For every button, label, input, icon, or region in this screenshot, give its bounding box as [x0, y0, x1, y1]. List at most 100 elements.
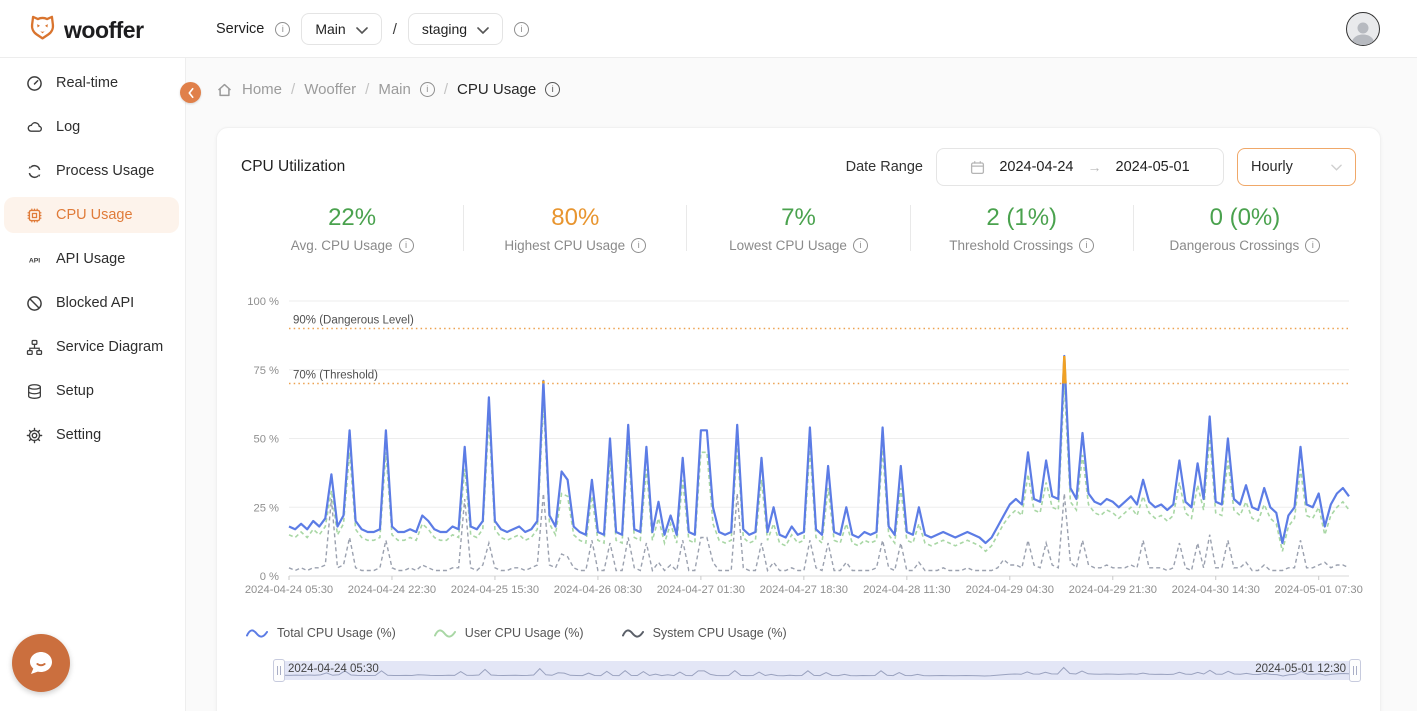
sidebar-collapse-button[interactable]	[180, 82, 201, 103]
chart-range-brush[interactable]: 2024-04-24 05:30 2024-05-01 12:30	[273, 659, 1361, 682]
breadcrumb-cpu-info-icon[interactable]: i	[545, 82, 561, 97]
breadcrumb: Home / Wooffer / Main i / CPU Usage i	[216, 81, 561, 98]
brush-right-handle[interactable]	[1349, 659, 1361, 682]
stat-label: Dangerous Crossings	[1169, 237, 1300, 253]
chart-legend: Total CPU Usage (%) User CPU Usage (%) S…	[246, 626, 787, 640]
chevron-down-icon	[355, 21, 368, 37]
stat-info-icon[interactable]: i	[1305, 237, 1321, 253]
sidebar-item-label: Service Diagram	[56, 339, 164, 355]
svg-text:2024-04-27 01:30: 2024-04-27 01:30	[657, 584, 745, 596]
date-range-label: Date Range	[845, 159, 923, 175]
diagram-icon	[26, 339, 43, 356]
brush-mini-chart	[283, 666, 1351, 677]
svg-text:75 %: 75 %	[254, 365, 280, 377]
environment-select[interactable]: staging	[407, 13, 504, 45]
legend-label: User CPU Usage (%)	[464, 626, 584, 640]
chat-widget-button[interactable]	[12, 634, 70, 692]
breadcrumb-wooffer[interactable]: Wooffer	[304, 81, 357, 98]
chevron-down-icon	[477, 21, 489, 37]
stat-label: Avg. CPU Usage	[290, 237, 393, 253]
stat-info-icon[interactable]: i	[631, 237, 647, 253]
stat-value: 0 (0%)	[1209, 203, 1281, 231]
environment-select-value: staging	[421, 21, 468, 37]
blocked-icon	[26, 295, 43, 312]
stat-value: 22%	[328, 203, 377, 231]
svg-text:70% (Threshold): 70% (Threshold)	[293, 370, 378, 382]
sidebar-item-label: Process Usage	[56, 163, 155, 179]
sidebar-item-service-diagram[interactable]: Service Diagram	[4, 329, 179, 365]
svg-text:API: API	[29, 257, 40, 264]
legend-label: Total CPU Usage (%)	[277, 626, 396, 640]
svg-text:2024-04-30 14:30: 2024-04-30 14:30	[1172, 584, 1260, 596]
service-info-icon[interactable]: i	[275, 21, 291, 37]
svg-text:2024-04-29 21:30: 2024-04-29 21:30	[1069, 584, 1157, 596]
process-refresh-icon	[26, 163, 43, 180]
stats-row: 22% Avg. CPU Usage i 80% Highest CPU Usag…	[241, 192, 1356, 264]
brush-left-handle[interactable]	[273, 659, 285, 682]
environment-info-icon[interactable]: i	[514, 21, 530, 37]
svg-text:25 %: 25 %	[254, 502, 280, 514]
stat-info-icon[interactable]: i	[852, 237, 868, 253]
sidebar-item-label: Real-time	[56, 75, 119, 91]
sidebar-item-process-usage[interactable]: Process Usage	[4, 153, 179, 189]
sidebar-item-blocked-api[interactable]: Blocked API	[4, 285, 179, 321]
home-icon[interactable]	[216, 82, 233, 98]
stat-value: 7%	[781, 203, 816, 231]
breadcrumb-main[interactable]: Main	[378, 81, 411, 98]
svg-text:90% (Dangerous Level): 90% (Dangerous Level)	[293, 315, 414, 327]
sidebar-nav: Real-time Log Process Usage CPU Usage AP…	[0, 58, 186, 711]
breadcrumb-separator: /	[443, 81, 449, 98]
stat-divider	[1132, 205, 1134, 251]
sidebar-item-setting[interactable]: Setting	[4, 417, 179, 453]
stat-info-icon[interactable]: i	[1079, 237, 1095, 253]
legend-item-user-cpu[interactable]: User CPU Usage (%)	[433, 626, 584, 640]
chevron-left-icon	[187, 87, 194, 98]
service-label: Service	[216, 21, 265, 37]
brush-start-label: 2024-04-24 05:30	[288, 663, 379, 675]
sidebar-item-log[interactable]: Log	[4, 109, 179, 145]
cloud-log-icon	[26, 119, 43, 136]
sidebar-item-label: API Usage	[56, 251, 126, 267]
main-content: Home / Wooffer / Main i / CPU Usage i CP…	[187, 58, 1417, 711]
arrow-right-icon: →	[1087, 159, 1102, 175]
stat-divider	[909, 205, 911, 251]
chevron-down-icon	[1331, 159, 1342, 175]
breadcrumb-main-info-icon[interactable]: i	[419, 82, 435, 97]
stat-label: Highest CPU Usage	[504, 237, 626, 253]
svg-text:2024-04-28 11:30: 2024-04-28 11:30	[863, 584, 951, 596]
gauge-icon	[26, 75, 43, 92]
stat-value: 80%	[551, 203, 600, 231]
stat-divider	[686, 205, 688, 251]
stat-divider	[463, 205, 465, 251]
sidebar-item-cpu-usage[interactable]: CPU Usage	[4, 197, 179, 233]
sidebar-item-label: Setup	[56, 383, 94, 399]
service-select[interactable]: Main	[301, 13, 382, 45]
stat-info-icon[interactable]: i	[398, 237, 414, 253]
stat-value: 2 (1%)	[986, 203, 1058, 231]
sidebar-item-api-usage[interactable]: API API Usage	[4, 241, 179, 277]
card-title: CPU Utilization	[241, 158, 346, 175]
breadcrumb-home[interactable]: Home	[242, 81, 283, 98]
date-range-start: 2024-04-24	[999, 159, 1074, 175]
stat-highest-cpu: 80% Highest CPU Usage i	[464, 204, 686, 253]
service-separator: /	[392, 20, 397, 38]
wooffer-logo[interactable]: wooffer	[28, 13, 144, 47]
top-bar: wooffer Service i Main / staging i	[0, 0, 1417, 58]
svg-text:0 %: 0 %	[260, 571, 279, 583]
granularity-select[interactable]: Hourly	[1237, 148, 1356, 186]
line-swatch-icon	[621, 628, 644, 638]
stat-threshold-crossings: 2 (1%) Threshold Crossings i	[911, 204, 1133, 253]
date-range-input[interactable]: 2024-04-24 → 2024-05-01	[936, 148, 1224, 186]
database-icon	[26, 383, 43, 400]
date-range-group: Date Range 2024-04-24 → 2024-05-01 Hourl…	[846, 148, 1356, 186]
breadcrumb-separator: /	[291, 81, 296, 98]
api-icon: API	[26, 251, 43, 268]
svg-text:2024-04-25 15:30: 2024-04-25 15:30	[451, 584, 539, 596]
user-avatar[interactable]	[1346, 12, 1380, 46]
legend-item-system-cpu[interactable]: System CPU Usage (%)	[621, 626, 787, 640]
legend-item-total-cpu[interactable]: Total CPU Usage (%)	[246, 626, 396, 640]
sidebar-item-setup[interactable]: Setup	[4, 373, 179, 409]
stat-avg-cpu: 22% Avg. CPU Usage i	[241, 204, 463, 253]
sidebar-item-real-time[interactable]: Real-time	[4, 65, 179, 101]
brush-end-label: 2024-05-01 12:30	[1255, 663, 1346, 675]
